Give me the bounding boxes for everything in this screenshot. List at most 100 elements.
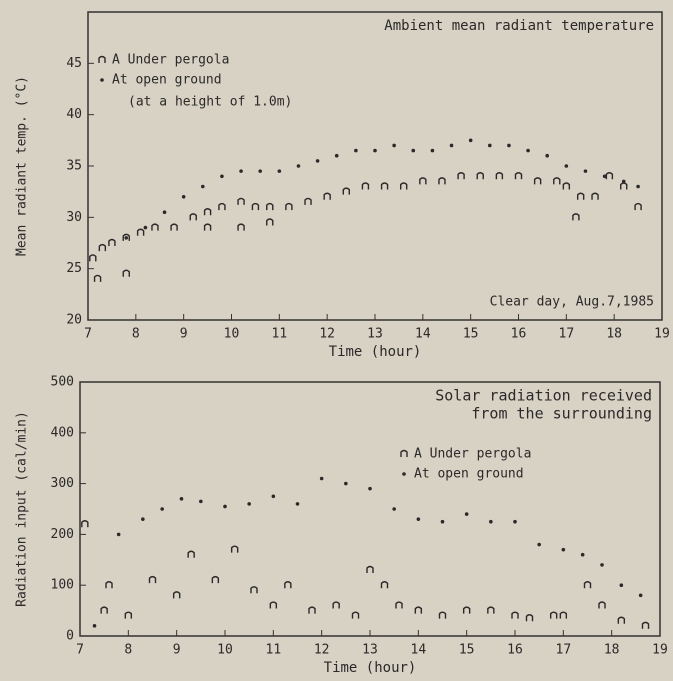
x-tick-label: 18 [606, 327, 622, 342]
data-point [380, 182, 389, 190]
x-tick-label: 11 [272, 327, 288, 342]
data-point [189, 213, 197, 221]
data-point [416, 517, 421, 521]
y-tick-label: 500 [51, 375, 74, 390]
data-point [419, 177, 427, 185]
x-tick-label: 19 [654, 327, 670, 342]
data-point [354, 148, 358, 153]
x-axis-label: Time (hour) [329, 344, 422, 360]
data-point [203, 223, 212, 231]
data-point [181, 195, 186, 199]
data-point [92, 624, 97, 628]
data-point [368, 486, 372, 491]
x-tick-label: 10 [224, 327, 240, 342]
data-point [211, 575, 220, 584]
y-tick-label: 300 [51, 476, 74, 491]
data-point [266, 202, 274, 211]
data-point [564, 164, 569, 168]
x-tick-label: 15 [459, 643, 475, 658]
data-point [457, 172, 465, 180]
x-tick-label: 12 [314, 643, 330, 658]
data-point [598, 601, 606, 609]
data-point [636, 184, 640, 189]
y-axis-label: Radiation input (cal/min) [15, 411, 30, 607]
y-tick-label: 200 [51, 527, 74, 542]
data-point [438, 611, 447, 619]
x-axis-label: Time (hour) [324, 660, 417, 676]
data-point [116, 532, 121, 537]
data-point [495, 172, 504, 180]
data-point [269, 601, 278, 609]
data-point [559, 611, 568, 619]
x-tick-label: 13 [362, 643, 378, 658]
data-point [513, 519, 517, 524]
data-point [605, 172, 614, 180]
data-point [124, 611, 133, 619]
x-tick-label: 19 [652, 643, 668, 658]
data-point [218, 202, 226, 211]
legend-marker [400, 449, 408, 457]
data-point [170, 223, 178, 231]
x-tick-label: 14 [411, 643, 427, 658]
chart-title: Ambient mean radiant temperature [384, 18, 654, 34]
data-point [392, 507, 396, 511]
data-point [641, 621, 650, 629]
data-point [489, 519, 493, 524]
data-point [124, 236, 129, 240]
data-point [319, 476, 324, 481]
data-point [576, 192, 585, 200]
data-point [151, 223, 159, 231]
data-point [621, 179, 626, 184]
data-point [351, 611, 360, 619]
data-point [476, 172, 484, 180]
data-point [468, 138, 473, 143]
legend-label: A Under pergola [414, 447, 531, 462]
data-point [619, 583, 624, 587]
data-point [634, 202, 642, 211]
x-tick-label: 14 [415, 327, 431, 342]
x-tick-label: 8 [124, 643, 132, 658]
data-point [507, 143, 511, 148]
x-tick-label: 10 [217, 643, 233, 658]
data-point [271, 494, 276, 499]
data-point [414, 606, 423, 614]
y-tick-label: 45 [66, 56, 82, 71]
data-point [525, 614, 534, 622]
data-point [438, 177, 446, 185]
y-tick-label: 40 [66, 107, 82, 122]
x-tick-label: 9 [180, 327, 188, 342]
data-point [617, 616, 626, 624]
x-tick-label: 16 [507, 643, 523, 658]
data-point [332, 601, 340, 609]
data-point [237, 197, 245, 205]
data-point [179, 497, 184, 501]
data-point [201, 184, 205, 189]
legend-marker [98, 55, 106, 63]
data-point [400, 182, 408, 190]
y-tick-label: 25 [66, 261, 82, 276]
legend-label: A Under pergola [112, 53, 229, 68]
data-point [511, 611, 519, 619]
x-tick-label: 15 [463, 327, 479, 342]
x-tick-label: 7 [84, 327, 92, 342]
data-point [220, 174, 224, 179]
y-tick-label: 400 [51, 425, 74, 440]
x-tick-label: 13 [367, 327, 383, 342]
data-point [284, 581, 292, 589]
data-point [148, 575, 157, 584]
data-point [545, 153, 549, 158]
legend-marker [402, 472, 406, 476]
data-point [81, 520, 89, 528]
data-point [304, 197, 312, 205]
data-point [277, 169, 282, 173]
x-tick-label: 12 [319, 327, 335, 342]
data-point [488, 143, 492, 148]
data-point [344, 481, 348, 486]
data-point [285, 202, 293, 211]
data-point [223, 504, 227, 509]
x-tick-label: 11 [266, 643, 282, 658]
legend-label: At open ground [414, 467, 524, 482]
data-point [247, 502, 251, 506]
data-point [258, 169, 263, 173]
